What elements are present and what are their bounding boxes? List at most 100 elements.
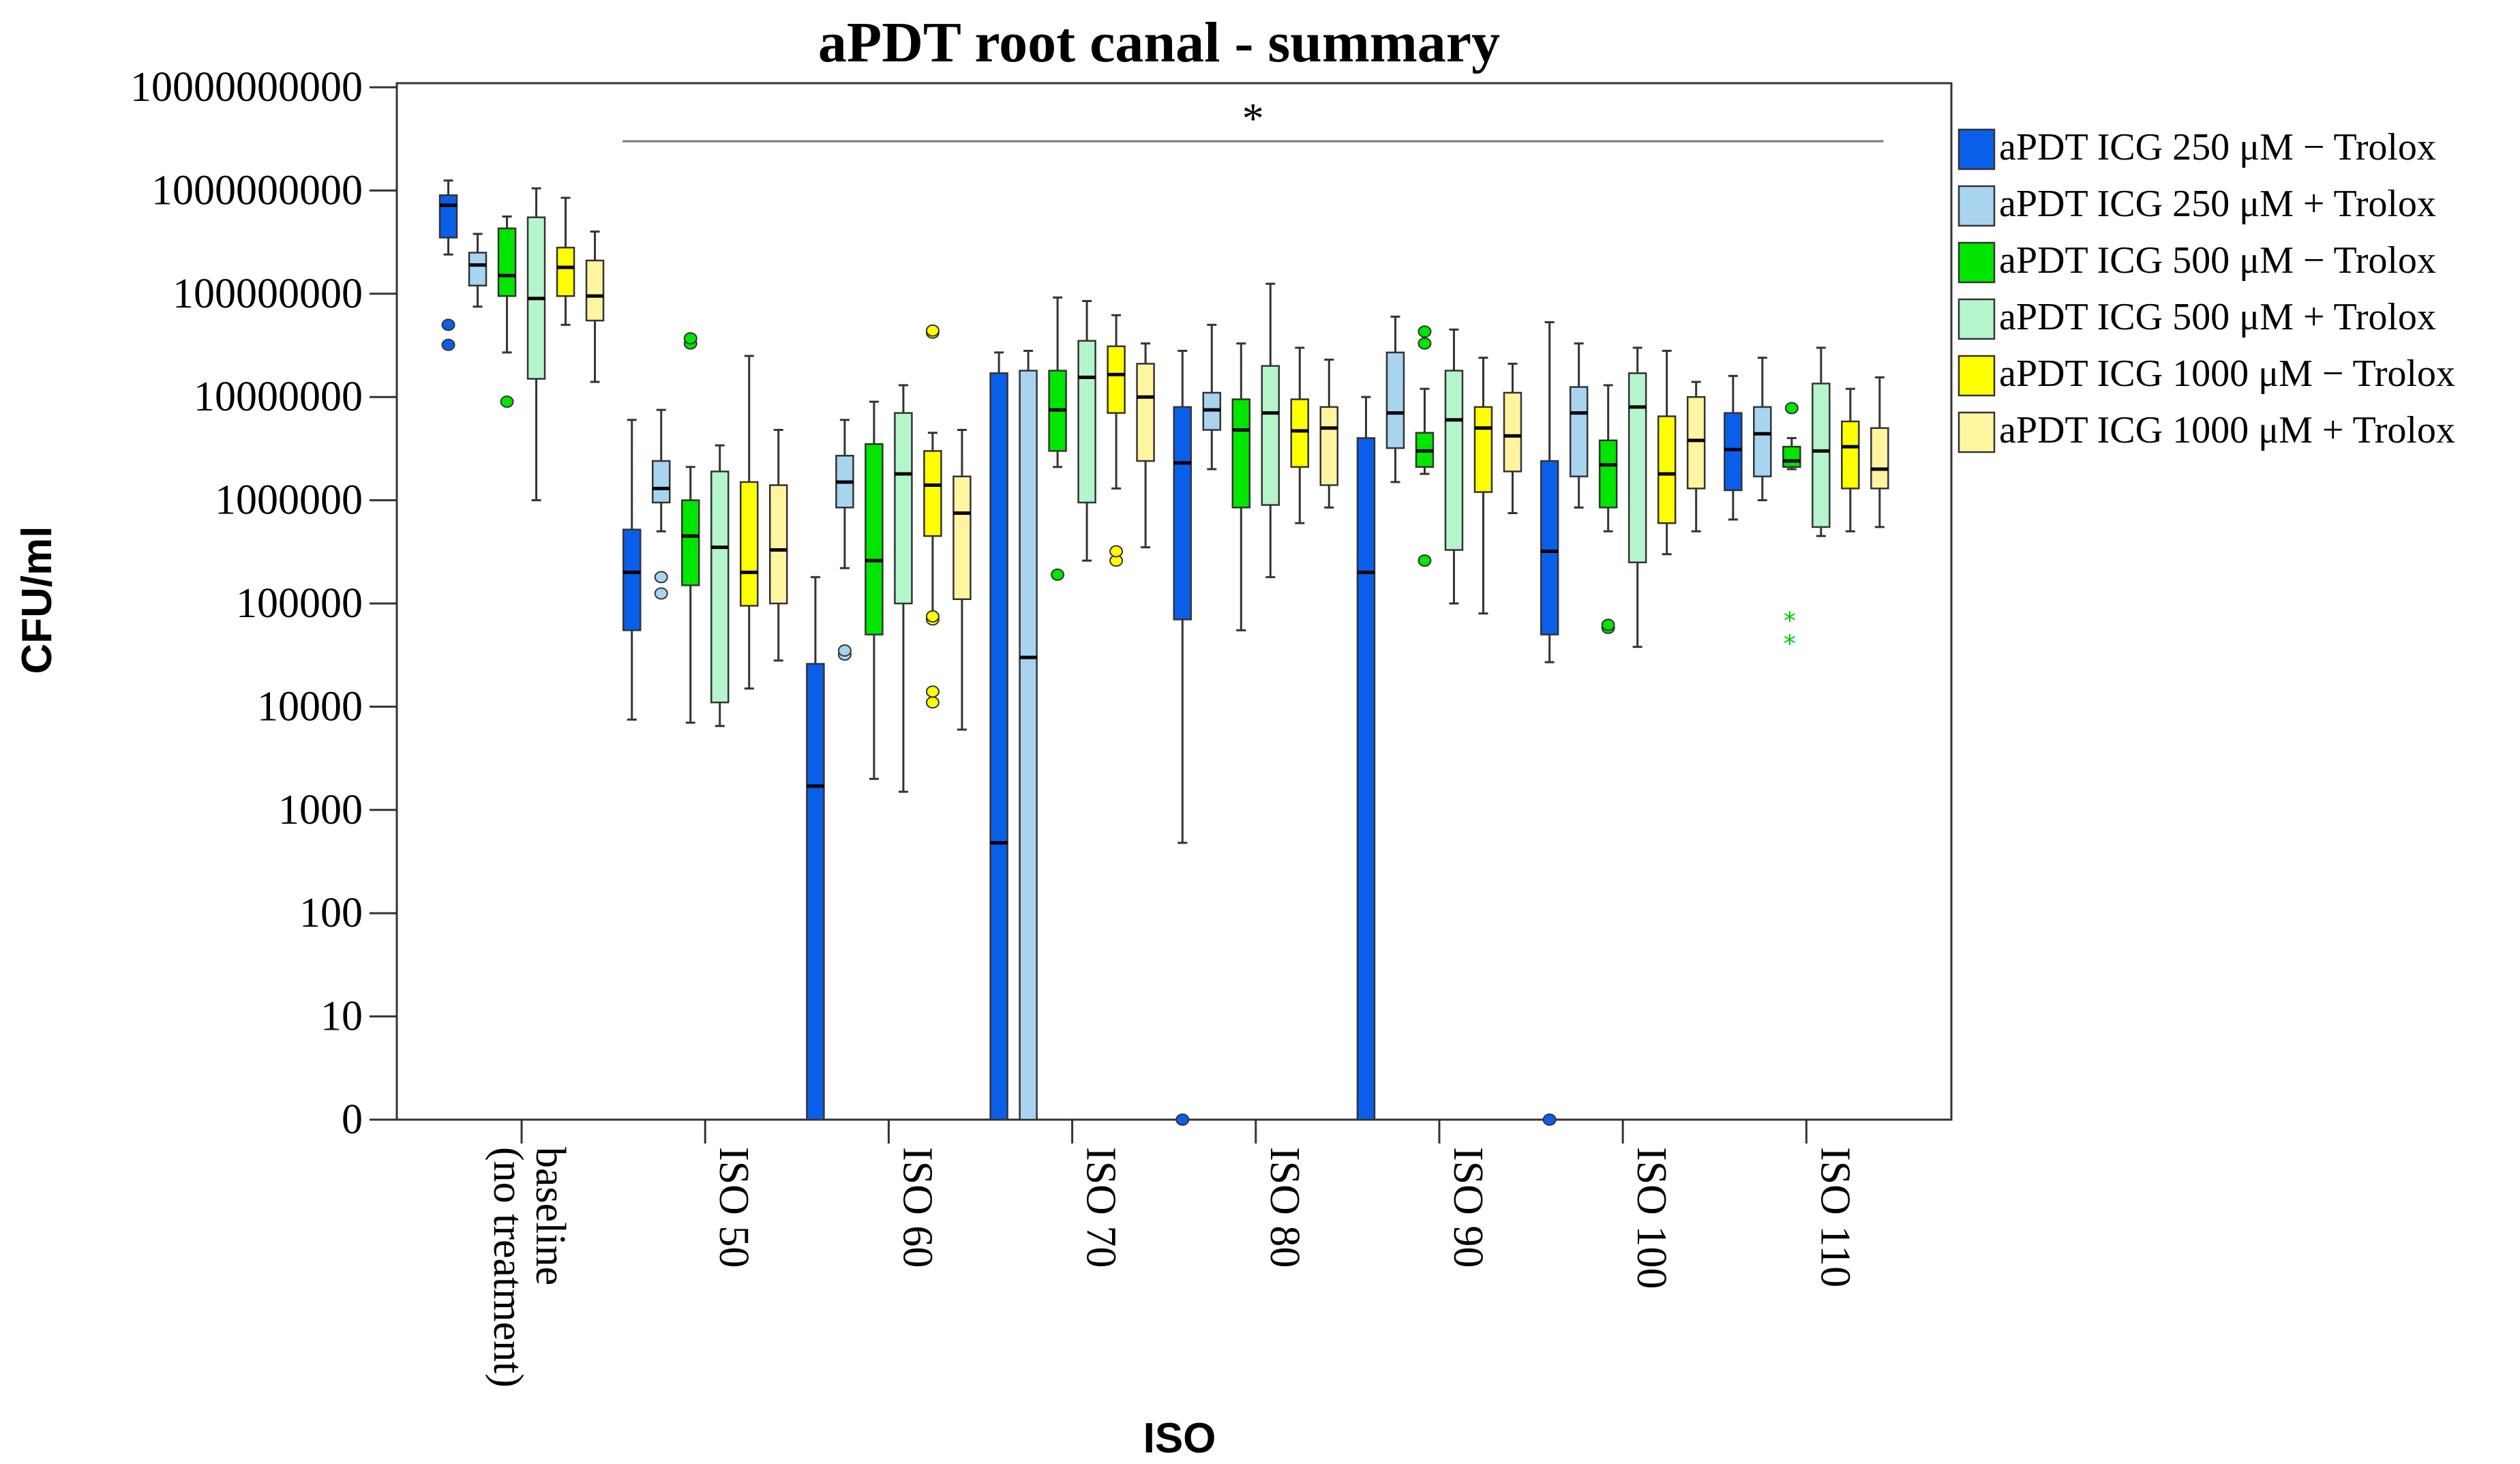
box xyxy=(865,443,884,636)
series-4 xyxy=(526,187,1831,793)
box xyxy=(497,227,517,297)
box xyxy=(1569,386,1589,477)
outlier-point xyxy=(1418,337,1432,350)
box xyxy=(1503,391,1522,473)
x-tick-label: ISO 70 xyxy=(1078,1147,1124,1268)
box xyxy=(1136,363,1155,462)
box xyxy=(468,252,487,287)
y-tick-label: 0 xyxy=(342,1096,363,1143)
y-tick-label: 1000000 xyxy=(215,477,363,524)
outlier-point xyxy=(837,644,852,657)
box xyxy=(1724,412,1743,492)
outlier-point xyxy=(925,324,940,337)
x-tick-label: ISO 90 xyxy=(1445,1147,1491,1268)
legend-label: aPDT ICG 250 μM − Trolox xyxy=(1999,126,2436,168)
box xyxy=(622,528,642,631)
legend-swatch xyxy=(1957,411,1996,453)
y-tick-label: 100000000 xyxy=(172,271,363,317)
y-tick-label: 10000000 xyxy=(194,374,363,420)
outlier-point xyxy=(925,696,940,709)
box xyxy=(1540,460,1559,636)
box xyxy=(585,259,605,322)
outlier-point xyxy=(441,318,455,331)
outlier-point xyxy=(683,332,698,345)
legend-label: aPDT ICG 500 μM + Trolox xyxy=(1999,296,2436,338)
box xyxy=(1473,406,1493,493)
y-tick-label: 10000000000 xyxy=(130,64,363,110)
legend-label: aPDT ICG 250 μM + Trolox xyxy=(1999,183,2436,225)
y-tick-label: 10 xyxy=(320,994,363,1040)
box xyxy=(739,481,759,607)
legend: aPDT ICG 250 μM − Trolox aPDT ICG 250 μM … xyxy=(1957,126,2455,453)
box xyxy=(1870,427,1889,490)
legend-swatch xyxy=(1957,355,1996,397)
box xyxy=(1686,395,1706,490)
legend-swatch xyxy=(1957,241,1996,284)
box xyxy=(806,663,825,1121)
box xyxy=(651,460,671,504)
box xyxy=(1231,398,1251,509)
outlier-star: * xyxy=(1784,630,1796,658)
box xyxy=(680,499,700,586)
legend-swatch xyxy=(1957,298,1996,340)
outlier-point xyxy=(1601,618,1615,631)
box-series-group: ** xyxy=(438,179,1889,1126)
y-tick-label: 1000000000 xyxy=(151,167,363,213)
box xyxy=(556,246,575,297)
x-tick-label-line2: (no treatment) xyxy=(485,1147,531,1388)
outlier-point xyxy=(1109,545,1124,558)
y-tick-label: 10000 xyxy=(257,683,363,730)
box xyxy=(1385,351,1405,449)
y-tick-label: 100000 xyxy=(236,580,363,627)
series-2 xyxy=(468,233,1772,1121)
y-axis: 0 10 100 1000 10000 100000 1000000 10000000 1000… xyxy=(130,64,397,1143)
y-tick-label: 1000 xyxy=(278,787,363,833)
outlier-point xyxy=(925,685,940,698)
y-axis-label: CFU/ml xyxy=(14,526,61,674)
y-tick-label: 100 xyxy=(299,890,363,936)
legend-swatch xyxy=(1957,185,1996,227)
outlier-star: * xyxy=(1784,607,1796,635)
box xyxy=(1598,439,1618,509)
x-tick-label: ISO 50 xyxy=(710,1147,757,1268)
x-axis: baseline(no treatment) ISO 50 ISO 60 ISO 70… xyxy=(485,1120,1858,1388)
box xyxy=(1753,406,1772,477)
series-1 xyxy=(438,179,1743,1126)
outlier-point xyxy=(654,571,668,584)
outlier-point xyxy=(441,338,455,351)
x-tick-label: baseline xyxy=(527,1147,573,1285)
outlier-point xyxy=(1418,325,1432,338)
x-tick-label: ISO 80 xyxy=(1261,1147,1308,1268)
box xyxy=(894,412,913,605)
legend-label: aPDT ICG 500 μM − Trolox xyxy=(1999,239,2436,282)
x-tick-label: ISO 60 xyxy=(894,1147,940,1268)
box xyxy=(1444,370,1464,551)
outlier-point xyxy=(654,587,668,600)
outlier-point xyxy=(1784,402,1799,415)
significance-star: * xyxy=(1242,94,1264,143)
box xyxy=(989,372,1008,1121)
outlier-point xyxy=(925,610,940,623)
series-5 xyxy=(556,196,1860,709)
box xyxy=(1841,420,1860,490)
legend-label: aPDT ICG 1000 μM − Trolox xyxy=(1999,353,2455,395)
box xyxy=(1261,365,1280,506)
box xyxy=(1290,398,1310,468)
box xyxy=(768,484,788,605)
box xyxy=(1173,406,1192,621)
outlier-point xyxy=(1175,1114,1190,1126)
legend-label: aPDT ICG 1000 μM + Trolox xyxy=(1999,409,2455,451)
box xyxy=(1657,415,1677,524)
box xyxy=(1812,383,1831,528)
x-tick-label: ISO 110 xyxy=(1812,1147,1858,1287)
box xyxy=(438,194,458,239)
box xyxy=(1627,372,1647,564)
outlier-point xyxy=(500,395,514,408)
box xyxy=(1077,340,1096,504)
series-6 xyxy=(585,230,1889,731)
box xyxy=(1782,445,1801,468)
outlier-point xyxy=(1542,1114,1557,1126)
box xyxy=(1356,437,1376,1121)
plot-area-frame xyxy=(395,82,1953,1121)
